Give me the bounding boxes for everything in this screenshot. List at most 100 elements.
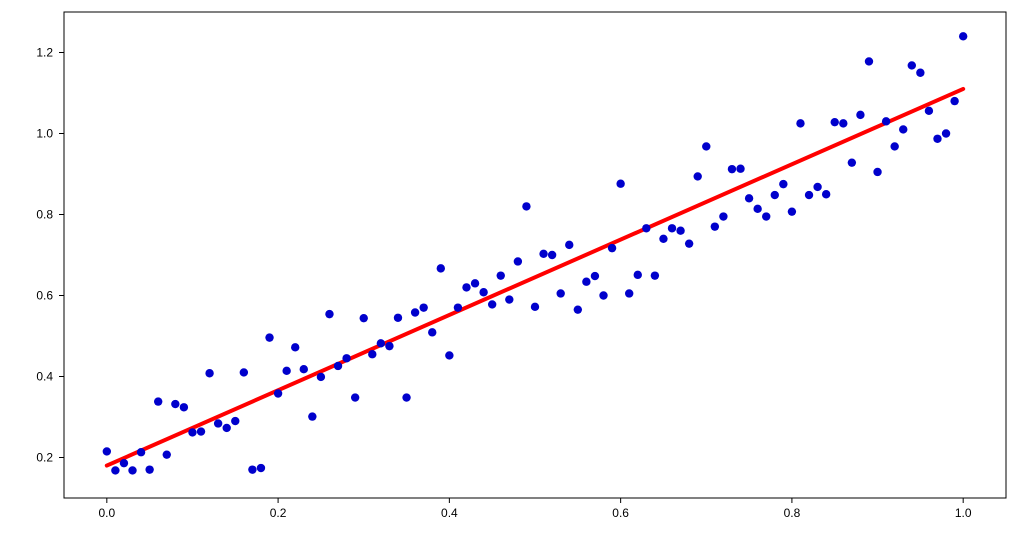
- scatter-point: [120, 459, 128, 467]
- scatter-point: [565, 241, 573, 249]
- scatter-point: [616, 180, 624, 188]
- scatter-point: [265, 333, 273, 341]
- scatter-point: [351, 393, 359, 401]
- scatter-point: [514, 257, 522, 265]
- scatter-point: [274, 389, 282, 397]
- scatter-point: [505, 295, 513, 303]
- scatter-point: [522, 202, 530, 210]
- scatter-point: [231, 417, 239, 425]
- scatter-point: [402, 393, 410, 401]
- scatter-point: [385, 342, 393, 350]
- scatter-point: [539, 250, 547, 258]
- scatter-point: [300, 365, 308, 373]
- scatter-point: [865, 57, 873, 65]
- scatter-point: [574, 305, 582, 313]
- scatter-point: [394, 314, 402, 322]
- scatter-point: [831, 118, 839, 126]
- scatter-point: [548, 251, 556, 259]
- scatter-point: [437, 264, 445, 272]
- x-tick-label: 0.4: [441, 506, 458, 520]
- scatter-point: [753, 205, 761, 213]
- scatter-point: [796, 119, 804, 127]
- scatter-point: [128, 466, 136, 474]
- scatter-point: [248, 465, 256, 473]
- scatter-point: [240, 368, 248, 376]
- scatter-point: [711, 222, 719, 230]
- scatter-point: [642, 224, 650, 232]
- x-tick-label: 0.0: [98, 506, 115, 520]
- scatter-point: [942, 129, 950, 137]
- scatter-point: [771, 191, 779, 199]
- scatter-point: [154, 397, 162, 405]
- scatter-point: [933, 135, 941, 143]
- scatter-point: [676, 227, 684, 235]
- scatter-point: [462, 283, 470, 291]
- scatter-point: [317, 373, 325, 381]
- scatter-point: [736, 165, 744, 173]
- scatter-point: [599, 291, 607, 299]
- scatter-point: [634, 271, 642, 279]
- scatter-point: [625, 289, 633, 297]
- scatter-point: [582, 278, 590, 286]
- scatter-line-chart: 0.00.20.40.60.81.00.20.40.60.81.01.2: [0, 0, 1024, 543]
- y-tick-label: 0.6: [36, 289, 53, 303]
- y-tick-label: 0.8: [36, 208, 53, 222]
- scatter-point: [360, 314, 368, 322]
- scatter-point: [454, 303, 462, 311]
- scatter-point: [145, 465, 153, 473]
- scatter-point: [497, 271, 505, 279]
- scatter-point: [813, 183, 821, 191]
- scatter-point: [291, 343, 299, 351]
- scatter-point: [668, 224, 676, 232]
- scatter-point: [651, 271, 659, 279]
- scatter-point: [368, 350, 376, 358]
- scatter-point: [377, 339, 385, 347]
- y-tick-label: 0.2: [36, 451, 53, 465]
- scatter-point: [779, 180, 787, 188]
- scatter-point: [325, 310, 333, 318]
- scatter-point: [916, 69, 924, 77]
- scatter-point: [471, 279, 479, 287]
- scatter-point: [694, 172, 702, 180]
- scatter-point: [223, 424, 231, 432]
- scatter-point: [180, 403, 188, 411]
- scatter-point: [214, 419, 222, 427]
- scatter-point: [282, 367, 290, 375]
- x-tick-label: 0.6: [612, 506, 629, 520]
- scatter-point: [488, 300, 496, 308]
- scatter-point: [171, 400, 179, 408]
- scatter-point: [197, 427, 205, 435]
- scatter-point: [137, 448, 145, 456]
- scatter-point: [950, 97, 958, 105]
- y-tick-label: 0.4: [36, 370, 53, 384]
- scatter-point: [308, 412, 316, 420]
- scatter-point: [445, 351, 453, 359]
- scatter-point: [788, 207, 796, 215]
- scatter-point: [608, 244, 616, 252]
- scatter-point: [882, 117, 890, 125]
- scatter-point: [257, 464, 265, 472]
- scatter-point: [873, 168, 881, 176]
- scatter-point: [103, 447, 111, 455]
- scatter-point: [479, 288, 487, 296]
- scatter-point: [822, 190, 830, 198]
- scatter-point: [188, 428, 196, 436]
- scatter-point: [111, 466, 119, 474]
- scatter-point: [342, 354, 350, 362]
- scatter-point: [659, 235, 667, 243]
- scatter-point: [899, 125, 907, 133]
- scatter-point: [848, 158, 856, 166]
- scatter-point: [856, 111, 864, 119]
- scatter-point: [334, 362, 342, 370]
- scatter-point: [411, 308, 419, 316]
- x-tick-label: 1.0: [955, 506, 972, 520]
- x-tick-label: 0.8: [784, 506, 801, 520]
- scatter-point: [531, 303, 539, 311]
- scatter-point: [556, 289, 564, 297]
- scatter-point: [163, 450, 171, 458]
- scatter-point: [745, 194, 753, 202]
- x-tick-label: 0.2: [270, 506, 287, 520]
- scatter-point: [702, 142, 710, 150]
- scatter-point: [205, 369, 213, 377]
- y-tick-label: 1.0: [36, 127, 53, 141]
